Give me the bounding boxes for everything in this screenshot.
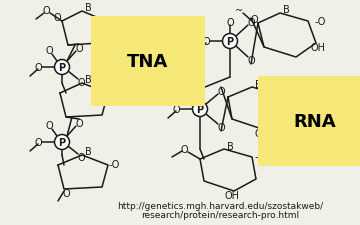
Text: B: B xyxy=(227,141,233,151)
Text: -O: -O xyxy=(106,16,118,26)
Text: O: O xyxy=(247,56,255,66)
Text: P: P xyxy=(58,137,66,147)
Text: B: B xyxy=(85,75,91,85)
Text: RNA: RNA xyxy=(294,112,336,130)
Text: -O: -O xyxy=(283,91,295,101)
Text: O: O xyxy=(217,87,225,97)
Text: O: O xyxy=(62,188,70,198)
Text: P: P xyxy=(58,63,66,73)
Circle shape xyxy=(222,34,238,49)
Text: O: O xyxy=(34,63,42,73)
Text: O: O xyxy=(250,15,258,25)
Text: ~: ~ xyxy=(235,6,243,16)
Text: OH: OH xyxy=(225,190,239,200)
Text: O: O xyxy=(45,120,53,130)
Text: O: O xyxy=(247,18,255,28)
Text: http://genetics.mgh.harvard.edu/szostakweb/: http://genetics.mgh.harvard.edu/szostakw… xyxy=(117,202,323,211)
Text: -O: -O xyxy=(254,151,266,161)
Text: O: O xyxy=(217,122,225,132)
Text: O: O xyxy=(180,144,188,154)
Text: O: O xyxy=(34,137,42,147)
Text: OH: OH xyxy=(310,43,325,53)
Text: O: O xyxy=(75,119,83,128)
Text: O: O xyxy=(202,37,210,47)
Text: B: B xyxy=(283,5,289,15)
Circle shape xyxy=(54,135,69,150)
Circle shape xyxy=(54,60,69,75)
Text: P: P xyxy=(226,37,234,47)
Text: OH: OH xyxy=(255,128,270,138)
Text: B: B xyxy=(85,146,91,156)
Text: -O: -O xyxy=(314,17,326,27)
Text: P: P xyxy=(197,105,203,115)
Text: O: O xyxy=(75,44,83,54)
Text: TNA: TNA xyxy=(127,53,168,71)
Text: -O: -O xyxy=(108,159,120,169)
Text: O: O xyxy=(196,86,204,96)
Text: O: O xyxy=(77,152,85,162)
Text: O: O xyxy=(226,18,234,28)
Text: O: O xyxy=(53,13,61,23)
Text: research/protein/research-pro.html: research/protein/research-pro.html xyxy=(141,211,299,220)
Text: B: B xyxy=(85,3,91,13)
Text: O: O xyxy=(77,78,85,88)
Text: O: O xyxy=(45,46,53,56)
Circle shape xyxy=(193,102,207,117)
Text: O: O xyxy=(172,105,180,115)
Text: -O: -O xyxy=(108,88,120,98)
Text: B: B xyxy=(255,80,261,90)
Text: O: O xyxy=(42,6,50,16)
